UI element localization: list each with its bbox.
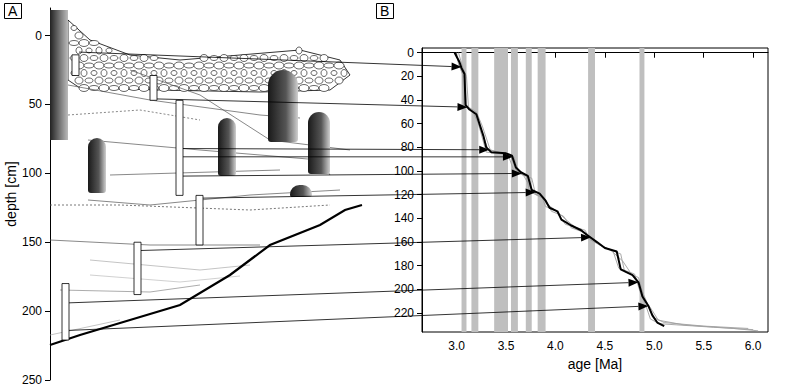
svg-text:age [Ma]: age [Ma] xyxy=(568,356,622,372)
svg-text:A: A xyxy=(8,3,18,19)
svg-text:6.0: 6.0 xyxy=(745,339,762,353)
svg-text:0: 0 xyxy=(35,29,42,43)
svg-text:40: 40 xyxy=(401,93,415,107)
svg-text:150: 150 xyxy=(22,235,42,249)
svg-text:4.5: 4.5 xyxy=(597,339,614,353)
svg-text:3.5: 3.5 xyxy=(498,339,515,353)
svg-text:B: B xyxy=(380,3,389,19)
svg-text:180: 180 xyxy=(394,259,414,273)
svg-text:200: 200 xyxy=(22,304,42,318)
svg-text:5.5: 5.5 xyxy=(695,339,712,353)
svg-text:20: 20 xyxy=(401,69,415,83)
svg-text:3.0: 3.0 xyxy=(448,339,465,353)
svg-text:0: 0 xyxy=(407,46,414,60)
svg-text:220: 220 xyxy=(394,306,414,320)
svg-text:80: 80 xyxy=(401,140,415,154)
svg-text:120: 120 xyxy=(394,187,414,202)
svg-text:5.0: 5.0 xyxy=(646,339,663,353)
svg-text:60: 60 xyxy=(401,117,415,131)
svg-text:250: 250 xyxy=(22,373,42,387)
svg-text:200: 200 xyxy=(394,282,414,296)
svg-text:depth [cm]: depth [cm] xyxy=(3,161,19,226)
svg-text:4.0: 4.0 xyxy=(547,339,564,353)
svg-text:140: 140 xyxy=(394,211,414,225)
svg-text:100: 100 xyxy=(22,166,42,180)
svg-text:160: 160 xyxy=(394,235,414,249)
svg-text:100: 100 xyxy=(394,164,414,178)
svg-text:50: 50 xyxy=(29,97,43,111)
